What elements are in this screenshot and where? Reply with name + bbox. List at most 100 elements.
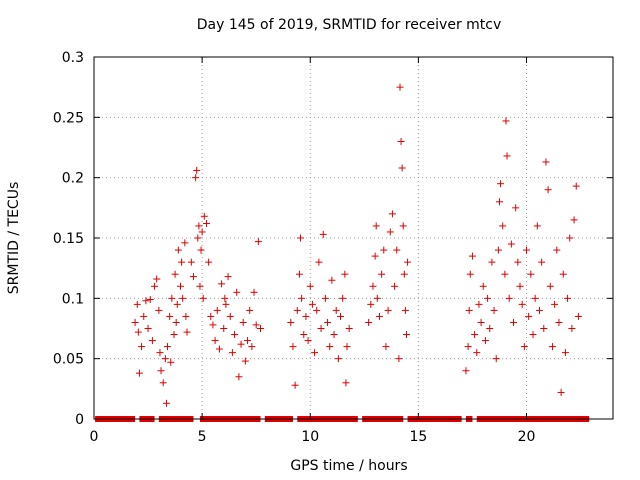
data-point-179 [572, 182, 580, 190]
data-point-25 [173, 300, 181, 308]
data-point-107 [375, 312, 383, 320]
data-point-22 [170, 331, 178, 339]
data-point-98 [342, 379, 350, 387]
data-point-92 [330, 331, 338, 339]
data-point-133 [477, 318, 485, 326]
data-point-36 [193, 166, 201, 174]
data-point-120 [399, 222, 407, 230]
data-point-160 [531, 294, 539, 302]
data-point-99 [343, 343, 351, 351]
data-point-104 [371, 252, 379, 260]
data-point-143 [497, 180, 505, 188]
data-point-95 [337, 312, 345, 320]
data-point-84 [313, 306, 321, 314]
data-point-70 [257, 325, 265, 332]
data-point-130 [471, 331, 479, 339]
data-point-170 [553, 246, 561, 254]
data-point-43 [200, 212, 208, 220]
data-point-162 [535, 306, 543, 314]
data-point-96 [339, 294, 347, 302]
data-point-2 [134, 328, 142, 336]
data-point-79 [302, 312, 310, 320]
data-point-29 [179, 294, 187, 302]
y-tick-label: 0.15 [53, 231, 84, 247]
data-point-27 [177, 282, 184, 290]
data-point-97 [341, 270, 349, 278]
data-point-141 [494, 246, 502, 254]
data-point-115 [393, 246, 401, 254]
data-point-54 [222, 300, 230, 308]
data-point-37 [194, 234, 202, 242]
y-axis-ticks: 0 0.05 0.1 0.15 0.2 0.25 0.3 [53, 50, 613, 428]
data-point-148 [505, 294, 513, 302]
data-point-74 [293, 306, 301, 314]
x-axis-label: GPS time / hours [290, 458, 407, 474]
data-point-58 [231, 331, 239, 339]
data-point-14 [157, 367, 165, 375]
data-point-18 [164, 343, 172, 351]
data-point-150 [510, 318, 518, 326]
data-point-23 [171, 270, 179, 278]
data-point-176 [566, 234, 574, 242]
data-point-131 [473, 349, 481, 357]
data-point-69 [254, 238, 262, 246]
data-point-100 [345, 325, 353, 332]
data-point-112 [386, 228, 394, 236]
data-point-132 [475, 300, 483, 308]
data-point-50 [215, 345, 223, 353]
x-tick-label: 5 [198, 429, 207, 445]
data-point-113 [388, 210, 396, 218]
y-tick-label: 0.1 [62, 291, 84, 307]
data-point-13 [156, 349, 164, 357]
data-point-147 [503, 152, 511, 160]
data-point-119 [398, 164, 406, 172]
data-point-172 [557, 388, 565, 396]
data-point-31 [182, 312, 190, 320]
data-point-3 [135, 369, 143, 377]
data-point-47 [209, 321, 217, 329]
data-point-53 [221, 294, 229, 302]
data-point-32 [183, 328, 191, 336]
data-point-93 [332, 306, 340, 314]
data-point-81 [306, 282, 314, 290]
data-point-55 [224, 273, 232, 281]
data-point-138 [488, 258, 496, 266]
data-point-30 [181, 239, 189, 247]
data-point-12 [155, 306, 163, 314]
data-points [131, 83, 582, 407]
data-point-164 [540, 325, 548, 332]
data-point-157 [525, 312, 533, 320]
data-point-26 [174, 246, 182, 254]
data-point-8 [146, 296, 154, 304]
data-point-145 [501, 270, 509, 278]
chart-title: Day 145 of 2019, SRMTID for receiver mtc… [197, 17, 502, 33]
data-point-82 [308, 300, 316, 308]
data-point-90 [326, 343, 334, 351]
data-point-39 [196, 282, 204, 290]
data-point-35 [192, 174, 200, 182]
data-point-34 [189, 273, 197, 281]
data-point-62 [239, 318, 247, 326]
data-point-33 [187, 258, 195, 266]
y-axis-label: SRMTID / TECUs [6, 182, 22, 295]
data-point-80 [304, 337, 312, 345]
data-point-111 [384, 306, 392, 314]
data-point-73 [291, 381, 299, 389]
data-point-57 [228, 349, 236, 357]
data-point-67 [250, 288, 258, 296]
data-point-42 [199, 294, 207, 302]
data-point-106 [373, 294, 381, 302]
data-point-75 [295, 270, 303, 278]
data-point-110 [382, 343, 390, 351]
data-point-48 [211, 337, 219, 345]
data-point-174 [561, 349, 569, 357]
data-point-11 [153, 275, 161, 283]
data-point-173 [559, 270, 567, 278]
data-point-38 [195, 222, 203, 230]
data-point-60 [235, 373, 243, 381]
data-point-28 [178, 258, 186, 266]
data-point-151 [512, 204, 520, 212]
data-point-52 [220, 325, 228, 332]
data-point-137 [486, 325, 494, 332]
data-point-101 [365, 318, 373, 326]
